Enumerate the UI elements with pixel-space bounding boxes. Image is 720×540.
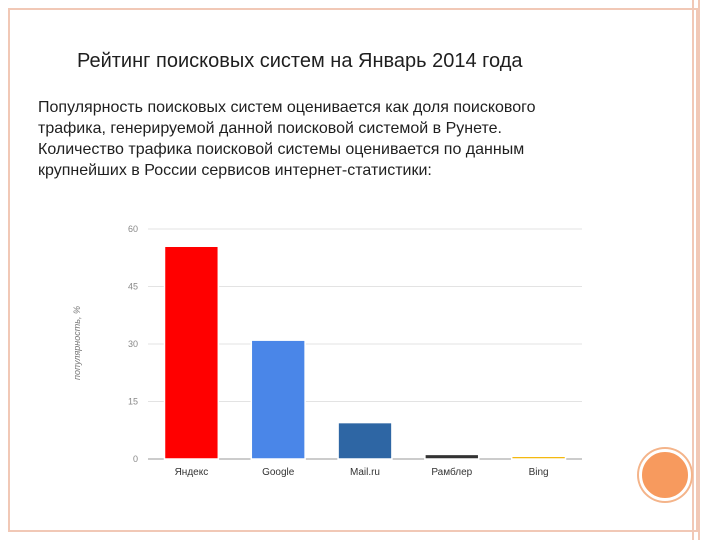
decorative-rail	[698, 0, 700, 540]
decorative-circle	[639, 449, 691, 501]
description-line: Популярность поисковых систем оцениваетс…	[38, 99, 536, 116]
x-tick-label: Mail.ru	[350, 467, 380, 478]
bar	[510, 455, 567, 460]
slide-description: Популярность поисковых систем оцениваетс…	[38, 97, 638, 181]
bar	[250, 339, 306, 460]
x-tick-label: Google	[262, 467, 295, 478]
bar	[424, 453, 480, 460]
decorative-rail	[692, 0, 694, 540]
slide-title: Рейтинг поисковых систем на Январь 2014 …	[77, 50, 523, 72]
y-axis-title: популярность, %	[72, 306, 82, 380]
y-tick-label: 60	[128, 224, 138, 234]
y-tick-label: 0	[133, 454, 138, 464]
y-tick-label: 15	[128, 397, 138, 407]
bar	[163, 245, 220, 460]
description-line: крупнейших в России сервисов интернет-ст…	[38, 162, 432, 179]
x-tick-label: Яндекс	[175, 467, 209, 478]
bar	[337, 421, 393, 460]
x-tick-label: Рамблер	[431, 466, 472, 478]
x-tick-label: Bing	[529, 467, 549, 478]
slide-frame	[8, 8, 698, 532]
description-line: трафика, генерируемой данной поисковой с…	[38, 120, 502, 137]
y-tick-label: 45	[128, 282, 138, 292]
y-tick-label: 30	[128, 339, 138, 349]
description-line: Количество трафика поисковой системы оце…	[38, 141, 525, 158]
